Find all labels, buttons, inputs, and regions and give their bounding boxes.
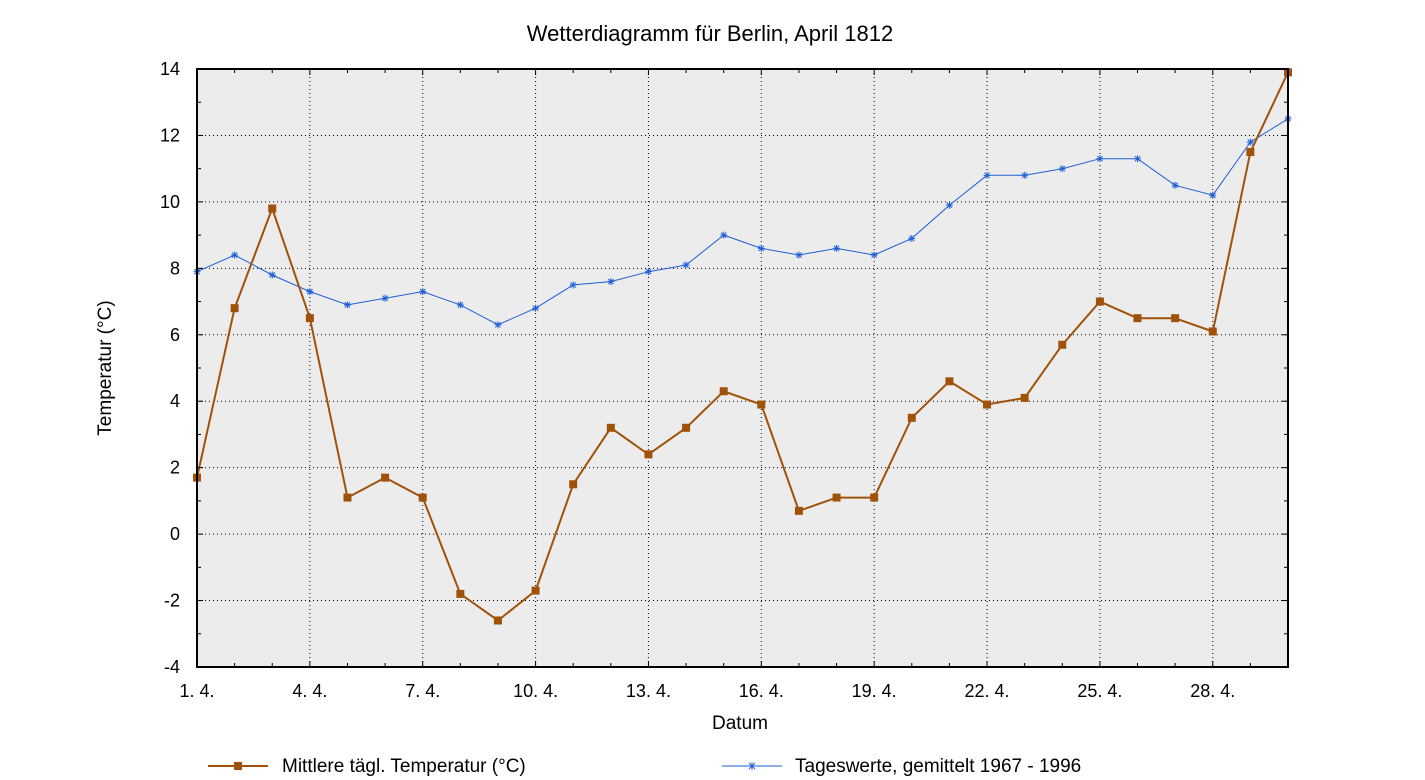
data-point-series-1 [1208, 327, 1217, 336]
data-point-series-2 [569, 281, 577, 289]
data-point-series-2 [381, 294, 389, 302]
data-point-series-2 [1209, 191, 1217, 199]
data-point-series-1 [832, 493, 841, 502]
data-point-series-2 [1096, 155, 1104, 163]
data-point-series-1 [1095, 297, 1104, 306]
data-point-series-1 [343, 493, 352, 502]
data-point-series-1 [794, 506, 803, 515]
data-point-series-2 [456, 301, 464, 309]
data-point-series-2 [720, 231, 728, 239]
legend-label-series-2: Tageswerte, gemittelt 1967 - 1996 [795, 756, 1081, 777]
axis-ticks: -4 -2 0 2 4 6 8 10 12 14 1. 4. 4. 4. 7. 4. 10. 4. 13. … [160, 59, 1289, 701]
x-tick-label: 19. 4. [852, 681, 897, 701]
data-point-series-1 [870, 493, 879, 502]
data-point-series-2 [757, 244, 765, 252]
y-tick-label: 8 [170, 258, 180, 278]
data-point-series-2 [419, 288, 427, 296]
data-point-series-1 [983, 400, 992, 409]
data-point-series-1 [456, 589, 465, 598]
data-point-series-1 [418, 493, 427, 502]
y-tick-label: 4 [170, 391, 180, 411]
data-point-series-1 [1133, 314, 1142, 323]
plot-area [197, 69, 1288, 667]
y-tick-label: 6 [170, 325, 180, 345]
data-point-series-1 [606, 423, 615, 432]
data-point-series-2 [870, 251, 878, 259]
data-point-series-2 [983, 171, 991, 179]
data-point-series-2 [644, 268, 652, 276]
data-point-series-2 [682, 261, 690, 269]
data-point-series-2 [908, 234, 916, 242]
data-point-series-1 [531, 586, 540, 595]
data-point-series-2 [1246, 138, 1254, 146]
data-point-series-2 [1171, 181, 1179, 189]
data-point-series-1 [569, 480, 578, 489]
y-tick-label: -2 [164, 591, 180, 611]
data-point-series-1 [1020, 393, 1029, 402]
data-point-series-2 [1058, 165, 1066, 173]
data-point-series-2 [607, 278, 615, 286]
data-point-series-1 [757, 400, 766, 409]
series-line-1 [196, 71, 1289, 622]
series-line-2 [196, 118, 1289, 326]
data-point-series-1 [1058, 340, 1067, 349]
data-point-series-2 [1021, 171, 1029, 179]
x-tick-label: 10. 4. [513, 681, 558, 701]
data-point-series-1 [493, 616, 502, 625]
data-point-series-1 [719, 387, 728, 396]
x-tick-label: 16. 4. [739, 681, 784, 701]
data-point-series-2 [1134, 155, 1142, 163]
x-tick-label: 7. 4. [405, 681, 440, 701]
y-axis-label: Temperatur (°C) [95, 300, 116, 435]
y-tick-label: 10 [160, 192, 180, 212]
data-point-series-1 [682, 423, 691, 432]
data-point-series-2 [268, 271, 276, 279]
data-point-series-2 [231, 251, 239, 259]
x-tick-label: 25. 4. [1077, 681, 1122, 701]
data-point-series-2 [945, 201, 953, 209]
data-point-series-2 [833, 244, 841, 252]
y-tick-label: -4 [164, 657, 180, 677]
data-point-series-1 [945, 377, 954, 386]
data-point-series-2 [494, 321, 502, 329]
legend-label-series-1: Mittlere tägl. Temperatur (°C) [282, 756, 526, 777]
y-tick-label: 2 [170, 458, 180, 478]
data-point-series-2 [306, 288, 314, 296]
x-axis-label: Datum [712, 713, 768, 734]
data-point-series-2 [532, 304, 540, 312]
data-point-series-2 [795, 251, 803, 259]
data-point-series-1 [381, 473, 390, 482]
data-point-series-1 [305, 314, 314, 323]
data-point-series-1 [1171, 314, 1180, 323]
x-tick-label: 28. 4. [1190, 681, 1235, 701]
legend-marker-series-1 [234, 762, 242, 770]
data-point-series-1 [644, 450, 653, 459]
data-point-series-1 [907, 413, 916, 422]
data-point-series-1 [1246, 148, 1255, 157]
x-tick-label: 1. 4. [179, 681, 214, 701]
chart-title: Wetterdiagramm für Berlin, April 1812 [527, 21, 893, 46]
y-tick-label: 12 [160, 125, 180, 145]
x-tick-label: 4. 4. [292, 681, 327, 701]
y-tick-label: 0 [170, 524, 180, 544]
x-tick-label: 13. 4. [626, 681, 671, 701]
legend: Mittlere tägl. Temperatur (°C) Tageswert… [208, 756, 1081, 777]
legend-marker-series-2 [748, 762, 756, 770]
data-point-series-2 [343, 301, 351, 309]
y-tick-label: 14 [160, 59, 180, 79]
data-point-series-1 [230, 304, 239, 313]
x-tick-label: 22. 4. [965, 681, 1010, 701]
data-point-series-1 [268, 204, 277, 213]
series-layer [193, 68, 1292, 625]
